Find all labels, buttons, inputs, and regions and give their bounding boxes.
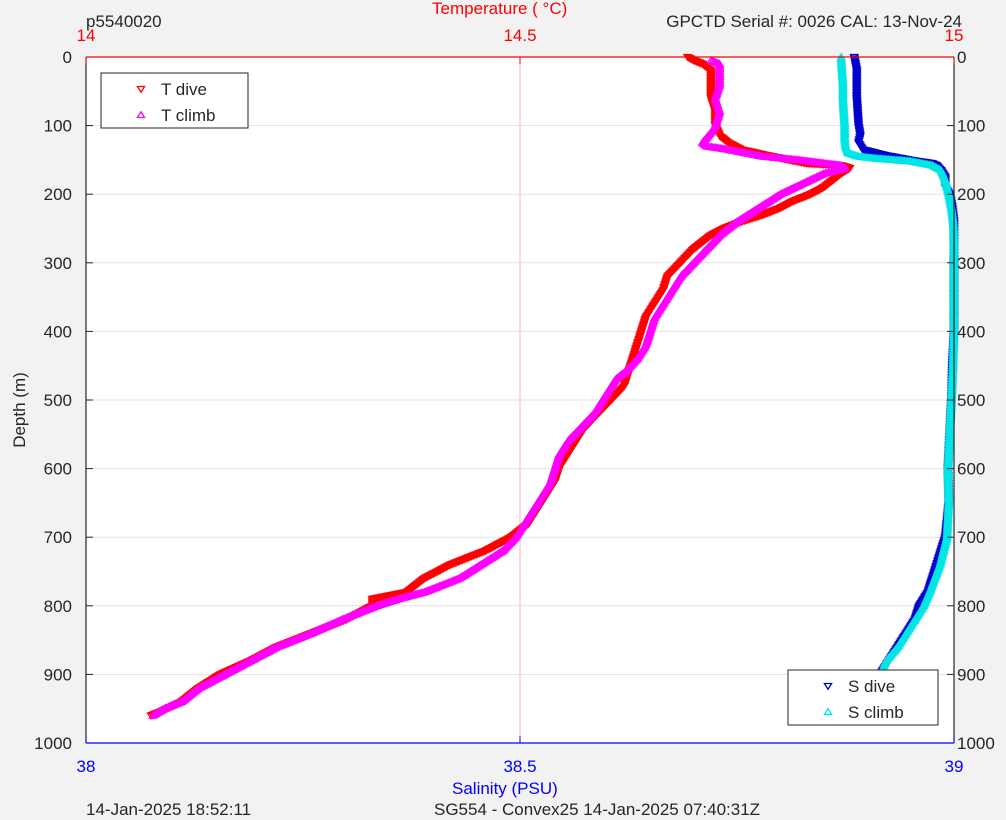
depth-tick-label-left: 600 bbox=[44, 460, 72, 479]
profile-id-label: p5540020 bbox=[86, 12, 162, 31]
salinity-tick-label: 39 bbox=[945, 757, 964, 776]
depth-tick-label-left: 500 bbox=[44, 391, 72, 410]
depth-tick-label-right: 700 bbox=[957, 528, 985, 547]
depth-tick-label-left: 1000 bbox=[34, 734, 72, 753]
depth-tick-label-right: 1000 bbox=[957, 734, 995, 753]
depth-tick-label-left: 400 bbox=[44, 322, 72, 341]
depth-tick-label-right: 100 bbox=[957, 117, 985, 136]
depth-tick-label-right: 0 bbox=[957, 48, 966, 67]
depth-tick-label-right: 500 bbox=[957, 391, 985, 410]
legend-marker bbox=[136, 110, 146, 119]
temperature-tick-label: 14 bbox=[77, 26, 96, 45]
depth-tick-label-left: 200 bbox=[44, 185, 72, 204]
temperature-tick-label: 14.5 bbox=[503, 26, 536, 45]
temperature-axis-title: Temperature ( °C) bbox=[432, 0, 568, 18]
depth-tick-label-left: 700 bbox=[44, 528, 72, 547]
legend-marker bbox=[823, 707, 833, 716]
legend-top-left: T dive T climb bbox=[100, 72, 249, 129]
temperature-tick-label: 15 bbox=[945, 26, 964, 45]
depth-tick-label-left: 0 bbox=[63, 48, 72, 67]
depth-tick-label-right: 800 bbox=[957, 597, 985, 616]
axes: 0 0 100 100 200 200 300 300 400 400 500 500 600 600 70… bbox=[34, 26, 995, 776]
depth-tick-label-right: 600 bbox=[957, 460, 985, 479]
legend-label: T dive bbox=[161, 80, 207, 99]
legend-marker bbox=[136, 85, 146, 94]
legend-label: S climb bbox=[848, 703, 904, 722]
depth-tick-label-right: 300 bbox=[957, 254, 985, 273]
legend-box bbox=[787, 669, 939, 726]
depth-tick-label-right: 900 bbox=[957, 665, 985, 684]
legend-label: T climb bbox=[161, 106, 215, 125]
depth-tick-label-left: 300 bbox=[44, 254, 72, 273]
legend-bottom-right: S dive S climb bbox=[787, 669, 939, 726]
data-point bbox=[836, 54, 847, 62]
salinity-tick-label: 38.5 bbox=[503, 757, 536, 776]
depth-axis-title: Depth (m) bbox=[10, 372, 29, 448]
depth-tick-label-left: 100 bbox=[44, 117, 72, 136]
depth-tick-label-right: 200 bbox=[957, 185, 985, 204]
footer-timestamp: 14-Jan-2025 18:52:11 bbox=[86, 800, 252, 819]
legend-label: S dive bbox=[848, 677, 895, 696]
legend-box bbox=[100, 72, 249, 129]
series-t-climb bbox=[148, 55, 851, 719]
legend-marker bbox=[823, 682, 833, 691]
depth-tick-label-right: 400 bbox=[957, 322, 985, 341]
salinity-tick-label: 38 bbox=[77, 757, 96, 776]
depth-tick-label-left: 800 bbox=[44, 597, 72, 616]
data-point bbox=[706, 55, 716, 64]
salinity-axis-title: Salinity (PSU) bbox=[452, 779, 558, 798]
depth-tick-label-left: 900 bbox=[44, 665, 72, 684]
series-layer bbox=[146, 52, 959, 723]
serial-cal-label: GPCTD Serial #: 0026 CAL: 13-Nov-24 bbox=[666, 12, 962, 31]
footer-mission: SG554 - Convex25 14-Jan-2025 07:40:31Z bbox=[434, 800, 761, 819]
